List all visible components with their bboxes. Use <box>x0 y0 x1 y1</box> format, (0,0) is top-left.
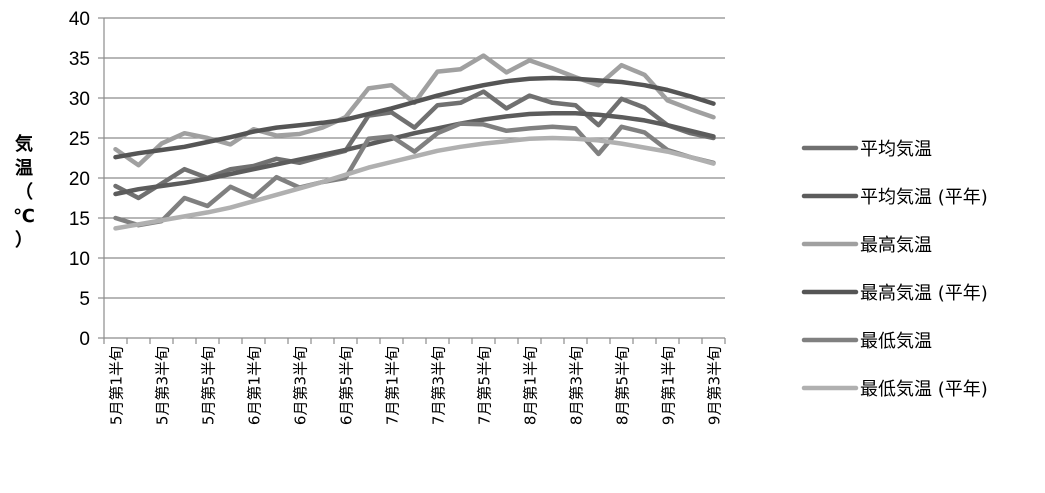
y-tick-label: 40 <box>69 9 90 30</box>
y-axis-label-char: 温 <box>15 158 33 179</box>
x-tick-label: 8月第3半旬 <box>568 346 586 425</box>
y-axis-label: 気温 （ ℃ ） <box>13 133 35 251</box>
x-tick-label: 7月第1半旬 <box>384 346 402 425</box>
y-tick-label: 25 <box>69 129 90 150</box>
y-tick-label: 30 <box>69 89 90 110</box>
series-line-4 <box>113 75 716 160</box>
x-tick-label: 9月第1半旬 <box>660 346 678 425</box>
y-tick-label: 20 <box>69 169 90 190</box>
y-axis-ticks: 0 5 10 15 20 25 30 35 40 <box>69 9 104 350</box>
x-tick-label: 5月第1半旬 <box>108 346 126 425</box>
legend-label: 平均気温 <box>860 139 932 160</box>
series-line-6 <box>113 135 716 231</box>
series-line-2 <box>113 110 716 197</box>
y-tick-label: 15 <box>69 209 90 230</box>
x-tick-label: 9月第3半旬 <box>706 346 724 425</box>
x-tick-label: 7月第5半旬 <box>476 346 494 425</box>
x-tick-label: 5月第3半旬 <box>154 346 172 425</box>
x-axis-ticks: 5月第1半旬 5月第3半旬 5月第5半旬 6月第1半旬 6月第3半旬 6月第5半旬 7月第1… <box>103 338 726 425</box>
series-lines <box>113 53 716 231</box>
legend-label: 最低気温 (平年) <box>860 379 988 400</box>
x-tick-label: 7月第3半旬 <box>430 346 448 425</box>
legend-label: 最高気温 (平年) <box>860 283 988 304</box>
y-tick-label: 5 <box>79 289 90 310</box>
legend-label: 平均気温 (平年) <box>860 187 988 208</box>
y-tick-label: 0 <box>79 329 90 350</box>
x-tick-label: 8月第1半旬 <box>522 346 540 425</box>
y-axis-label-char: 気 <box>15 133 33 155</box>
legend-label: 最高気温 <box>860 235 932 256</box>
y-axis-label-char: （ <box>15 182 33 203</box>
y-tick-label: 35 <box>69 49 90 70</box>
y-axis-label-char: ℃ <box>13 206 35 227</box>
y-axis-label-char: ） <box>15 230 33 251</box>
x-tick-label: 8月第5半旬 <box>614 346 632 425</box>
x-tick-label: 6月第3半旬 <box>292 346 310 425</box>
x-tick-label: 6月第5半旬 <box>338 346 356 425</box>
x-tick-label: 5月第5半旬 <box>200 346 218 425</box>
x-tick-label: 6月第1半旬 <box>246 346 264 425</box>
series-line-5 <box>113 121 716 228</box>
legend-label: 最低気温 <box>860 331 932 352</box>
y-tick-label: 10 <box>69 249 90 270</box>
